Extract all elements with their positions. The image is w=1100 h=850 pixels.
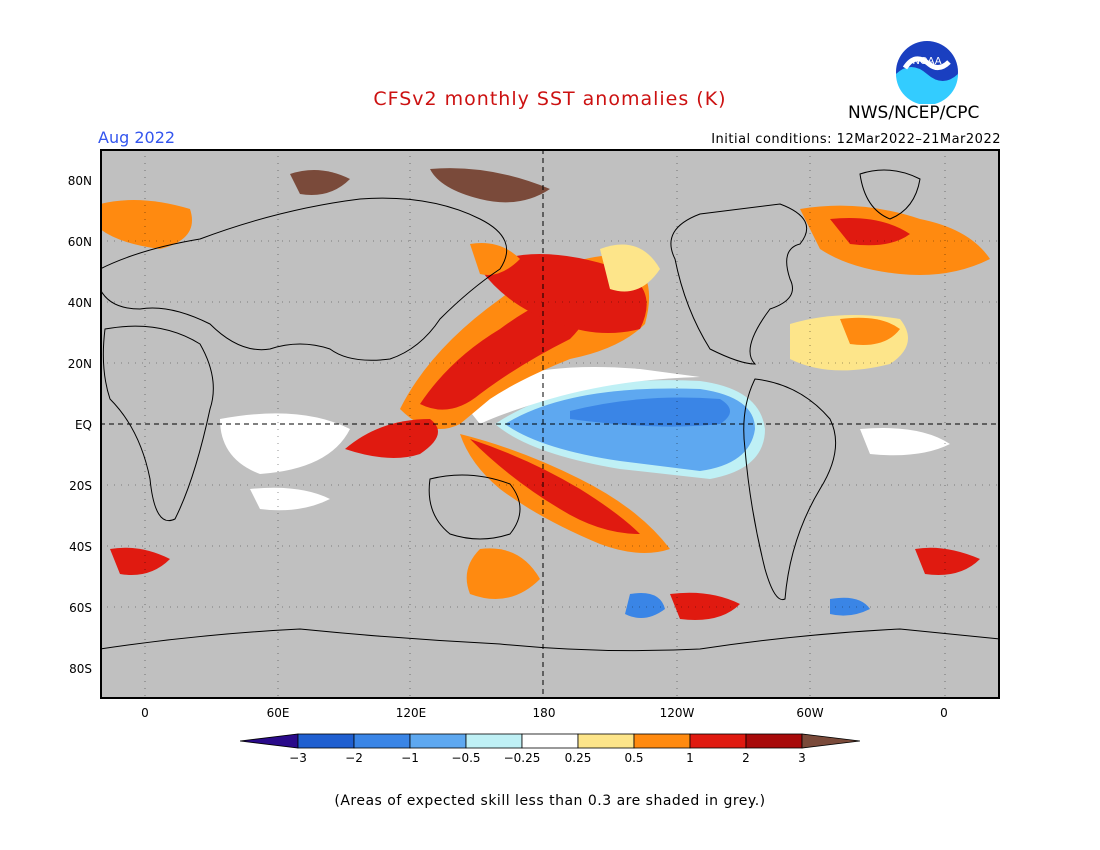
- colorbar-segment: [465, 733, 523, 749]
- colorbar-segment: [577, 733, 635, 749]
- colorbar-tick-label: 1: [686, 751, 694, 765]
- lon-label: 120W: [659, 706, 695, 720]
- lat-label: 60S: [69, 601, 92, 615]
- warm-southern-ocean-pacific: [670, 592, 740, 620]
- lat-label: EQ: [74, 418, 92, 432]
- lat-label: 60N: [67, 235, 92, 249]
- colorbar-tick-label: −3: [289, 751, 307, 765]
- colorbar-tick-label: −0.5: [451, 751, 481, 765]
- colorbar-tick-label: 3: [798, 751, 806, 765]
- neutral-south-atlantic: [860, 428, 950, 456]
- warm-southern-indian: [110, 547, 170, 575]
- warm-southern-atlantic: [915, 547, 980, 575]
- lat-label: 80S: [69, 662, 92, 676]
- warm-north-atlantic-core: [830, 218, 910, 246]
- lon-label: 0: [141, 706, 149, 720]
- colorbar-segment: [633, 733, 691, 749]
- colorbar-segment: [745, 733, 803, 749]
- agency-label: NWS/NCEP/CPC: [848, 103, 980, 123]
- colorbar-tick-label: 0.5: [624, 751, 644, 765]
- lon-label: 0: [940, 706, 948, 720]
- map-frame: [100, 149, 1000, 699]
- noaa-logo-text: NOAA: [912, 56, 941, 67]
- coast-antarctica: [100, 628, 1000, 652]
- initial-conditions: Initial conditions: 12Mar2022–21Mar2022: [711, 132, 1001, 147]
- coastlines: [100, 169, 1000, 652]
- warm-north-pacific: [480, 254, 647, 333]
- neutral-indian-ocean: [220, 413, 350, 474]
- warm-arctic-1: [290, 170, 350, 195]
- coast-greenland: [859, 169, 921, 220]
- warm-nordic-seas: [100, 200, 192, 249]
- warm-arctic-2: [430, 168, 550, 203]
- coast-eurasia: [100, 197, 508, 361]
- coast-australia: [428, 474, 521, 540]
- map-title: CFSv2 monthly SST anomalies (K): [373, 88, 727, 110]
- warm-subtropical-atlantic-core: [840, 317, 900, 345]
- lat-label: 40S: [69, 540, 92, 554]
- colorbar-tick-label: −0.25: [503, 751, 541, 765]
- coast-africa: [102, 325, 214, 521]
- colorbar-segment: [689, 733, 747, 749]
- lat-label: 20S: [69, 479, 92, 493]
- noaa-logo: NOAA: [896, 41, 958, 104]
- warm-kuroshio: [470, 243, 520, 275]
- lat-label: 20N: [67, 357, 92, 371]
- colorbar-tick-label: −2: [345, 751, 363, 765]
- coast-north-america: [670, 203, 808, 365]
- lon-label: 120E: [395, 706, 427, 720]
- cold-tongue-core: [570, 397, 730, 427]
- cool-southern-ocean-pacific: [625, 593, 665, 618]
- coast-south-america: [743, 378, 837, 601]
- lon-label: 180: [532, 706, 556, 720]
- anomaly-patches: [100, 168, 990, 620]
- warm-northwest-pacific-core: [420, 289, 588, 410]
- colorbar-min-triangle: [240, 733, 299, 749]
- valid-month: Aug 2022: [98, 128, 176, 147]
- warm-tasman: [466, 548, 540, 599]
- lat-label: 80N: [67, 174, 92, 188]
- colorbar-segment: [353, 733, 411, 749]
- colorbar-max-triangle: [801, 733, 860, 749]
- skill-footnote: (Areas of expected skill less than 0.3 a…: [334, 793, 766, 809]
- lat-label: 40N: [67, 296, 92, 310]
- graticule: [100, 149, 1000, 699]
- sst-anomaly-map: [100, 149, 1000, 699]
- colorbar-tick-label: −1: [401, 751, 419, 765]
- warm-maritime-continent: [345, 419, 438, 458]
- colorbar-segment: [409, 733, 467, 749]
- lon-label: 60E: [266, 706, 290, 720]
- neutral-southern-indian: [250, 487, 330, 511]
- colorbar-segment: [521, 733, 579, 749]
- warm-south-pacific-core: [470, 439, 640, 534]
- lon-label: 60W: [796, 706, 824, 720]
- colorbar-tick-label: 0.25: [564, 751, 592, 765]
- colorbar-tick-label: 2: [742, 751, 750, 765]
- colorbar-segment: [297, 733, 355, 749]
- warm-northeast-pacific: [600, 244, 660, 292]
- colorbar: [240, 733, 860, 749]
